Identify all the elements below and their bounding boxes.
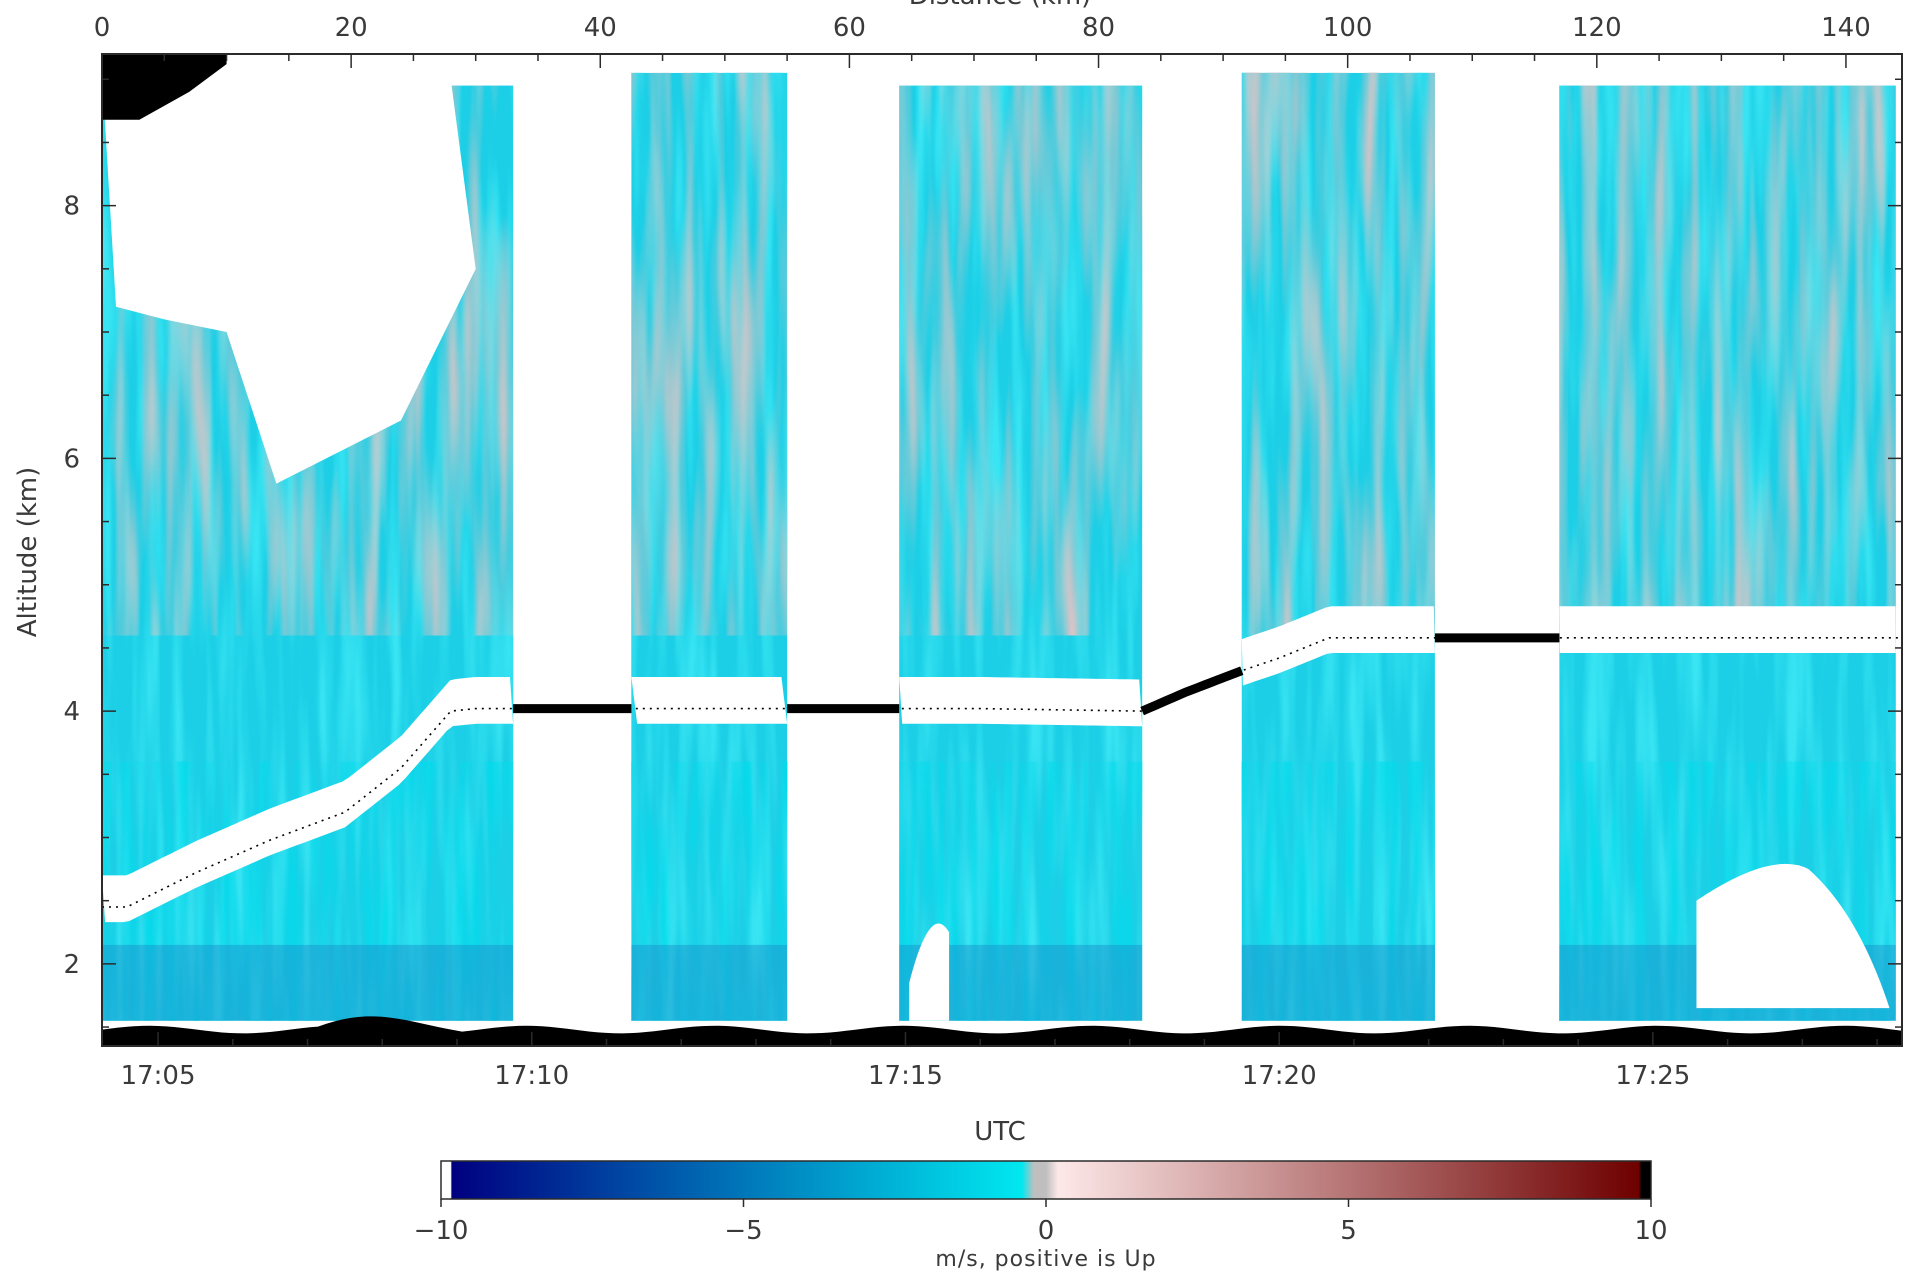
x-time-tick-label: 17:10 xyxy=(494,1061,569,1091)
aircraft-blind-zone xyxy=(631,677,788,724)
colorbar-tick-label: 10 xyxy=(1634,1216,1667,1246)
aircraft-blind-zone xyxy=(899,677,1143,727)
x2-tick-label: 80 xyxy=(1082,13,1115,43)
colorbar-tick-label: 0 xyxy=(1038,1216,1055,1246)
no-signal-region-upper xyxy=(102,72,476,484)
y-axis-altitude: 2 4 6 8 xyxy=(63,78,1902,1028)
flight-track-gap-3 xyxy=(1140,666,1244,716)
data-segment-3 xyxy=(899,85,1143,1021)
segment-boundary-layer xyxy=(631,944,788,1021)
segment-texture-pink xyxy=(1559,85,1896,636)
segment-texture-pink xyxy=(899,85,1143,636)
colorbar-tick-label: 5 xyxy=(1340,1216,1357,1246)
x2-tick-label: 140 xyxy=(1821,13,1871,43)
segment-boundary-layer xyxy=(102,944,514,1021)
y-axis-title: Altitude (km) xyxy=(13,467,43,638)
colorbar-gradient-bar xyxy=(440,1160,1652,1200)
x2-tick-label: 120 xyxy=(1572,13,1622,43)
aircraft-altitude-track xyxy=(102,633,1902,908)
segment-texture-pink xyxy=(631,72,788,636)
data-segment-2 xyxy=(631,72,788,1021)
y-tick-label: 8 xyxy=(63,192,80,222)
segment-boundary-layer xyxy=(1241,944,1435,1021)
ground-surface xyxy=(102,1016,1902,1046)
x-time-tick-label: 17:15 xyxy=(868,1061,943,1091)
data-segment-4 xyxy=(1241,72,1435,1021)
velocity-curtain xyxy=(102,54,1896,1021)
colorbar-tick-label: −10 xyxy=(414,1216,469,1246)
segment-texture-blue xyxy=(631,761,788,1021)
aircraft-blind-zone xyxy=(102,677,514,923)
no-signal-region-lower xyxy=(1696,863,1890,1009)
data-segment-5 xyxy=(1559,85,1896,1021)
x2-tick-label: 40 xyxy=(584,13,617,43)
x-axis-distance: 0 20 40 60 80 100 120 140 xyxy=(94,13,1871,68)
x-time-tick-label: 17:20 xyxy=(1242,1061,1317,1091)
y-tick-label: 4 xyxy=(63,697,80,727)
aircraft-blind-zone xyxy=(1559,606,1896,653)
x2-tick-label: 60 xyxy=(833,13,866,43)
terrain xyxy=(102,1016,1902,1046)
colorbar: −10 −5 0 5 10 m/s, positive is Up xyxy=(414,1160,1668,1272)
x-axis-title: UTC xyxy=(974,1117,1026,1147)
aircraft-blind-zone xyxy=(1241,606,1435,686)
segment-texture-pink xyxy=(1241,72,1435,636)
x-time-tick-label: 17:05 xyxy=(121,1061,196,1091)
x2-axis-title: Distance (km) xyxy=(909,0,1092,11)
segment-texture-blue xyxy=(1241,761,1435,1021)
no-signal-region-small xyxy=(909,923,950,1021)
y-tick-label: 6 xyxy=(63,444,80,474)
x2-tick-label: 20 xyxy=(335,13,368,43)
overflow-region xyxy=(102,54,227,120)
colorbar-label: m/s, positive is Up xyxy=(935,1247,1156,1272)
x2-tick-label: 0 xyxy=(94,13,111,43)
plot-frame xyxy=(101,53,1903,1047)
x-axis-utc: 17:05 17:10 17:15 17:20 17:25 xyxy=(121,1032,1878,1091)
x-time-tick-label: 17:25 xyxy=(1615,1061,1690,1091)
colorbar-tick-label: −5 xyxy=(724,1216,762,1246)
y-tick-label: 2 xyxy=(63,950,80,980)
x2-tick-label: 100 xyxy=(1323,13,1373,43)
